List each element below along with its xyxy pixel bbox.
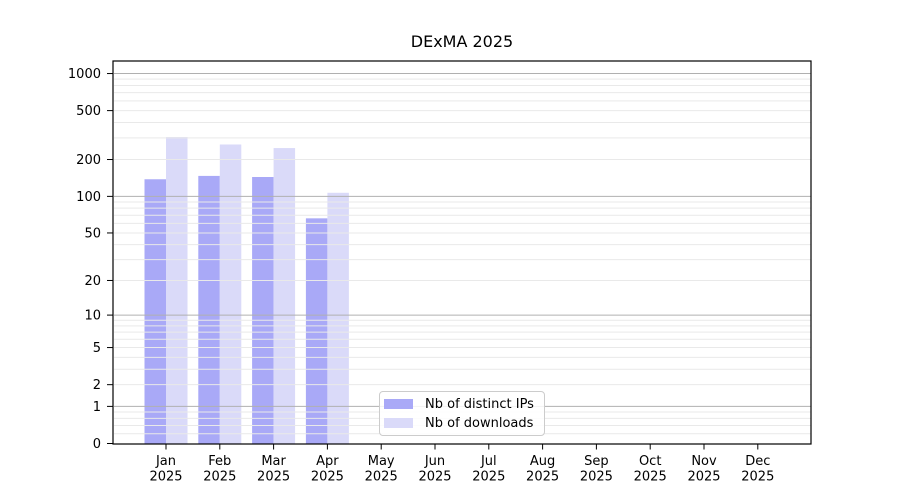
bar-ips-apr (305, 218, 328, 444)
x-tick-label-month-apr: Apr (316, 454, 339, 469)
bar-downloads-apr (327, 192, 349, 444)
legend-label-distinct-ips: Nb of distinct IPs (425, 396, 534, 412)
x-tick-label-month-oct: Oct (639, 454, 661, 469)
x-tick-label-year-nov: 2025 (687, 470, 720, 485)
x-tick-label-month-feb: Feb (208, 454, 231, 469)
x-tick-label-year-oct: 2025 (634, 470, 667, 485)
x-tick-label-year-jan: 2025 (149, 470, 182, 485)
x-tick-label-year-jun: 2025 (418, 470, 451, 485)
x-tick-label-month-jul: Jul (480, 454, 497, 469)
x-tick-label-month-may: May (368, 454, 395, 469)
bar-ips-feb (198, 175, 220, 444)
legend-label-downloads: Nb of downloads (425, 415, 534, 431)
x-tick-label-month-dec: Dec (745, 454, 770, 469)
y-tick-label-1000: 1000 (68, 67, 101, 82)
plot-border (112, 60, 812, 445)
y-tick-label-100: 100 (76, 190, 101, 205)
legend-item-distinct-ips: Nb of distinct IPs (384, 395, 544, 414)
x-tick-label-month-nov: Nov (691, 454, 717, 469)
y-tick-label-0: 0 (93, 437, 101, 452)
x-tick-label-year-dec: 2025 (741, 470, 774, 485)
y-tick-label-1: 1 (93, 400, 101, 415)
bar-ips-mar (252, 177, 274, 444)
x-tick-label-year-jul: 2025 (472, 470, 505, 485)
legend-swatch-downloads (384, 418, 413, 428)
x-tick-label-month-jun: Jun (424, 454, 445, 469)
y-tick-label-2: 2 (93, 378, 101, 393)
x-tick-label-year-feb: 2025 (203, 470, 236, 485)
x-tick-label-month-mar: Mar (261, 454, 286, 469)
x-tick-label-month-aug: Aug (530, 454, 555, 469)
y-tick-label-10: 10 (84, 309, 101, 324)
x-tick-label-month-jan: Jan (155, 454, 176, 469)
bar-downloads-jan (166, 137, 188, 444)
legend: Nb of distinct IPs Nb of downloads (379, 391, 545, 436)
chart-title: DExMA 2025 (410, 32, 514, 51)
legend-item-downloads: Nb of downloads (384, 414, 544, 433)
x-tick-label-year-may: 2025 (365, 470, 398, 485)
x-tick-label-year-apr: 2025 (311, 470, 344, 485)
y-tick-label-200: 200 (76, 153, 101, 168)
y-tick-label-50: 50 (84, 226, 101, 241)
y-tick-label-20: 20 (84, 274, 101, 289)
x-tick-label-year-mar: 2025 (257, 470, 290, 485)
x-tick-label-year-sep: 2025 (580, 470, 613, 485)
bar-downloads-feb (219, 144, 242, 445)
bar-ips-jan (144, 179, 166, 444)
bar-downloads-mar (273, 148, 296, 444)
y-tick-label-500: 500 (76, 104, 101, 119)
y-tick-label-5: 5 (93, 341, 101, 356)
legend-swatch-distinct-ips (384, 399, 413, 409)
x-tick-label-month-sep: Sep (584, 454, 609, 469)
x-tick-label-year-aug: 2025 (526, 470, 559, 485)
